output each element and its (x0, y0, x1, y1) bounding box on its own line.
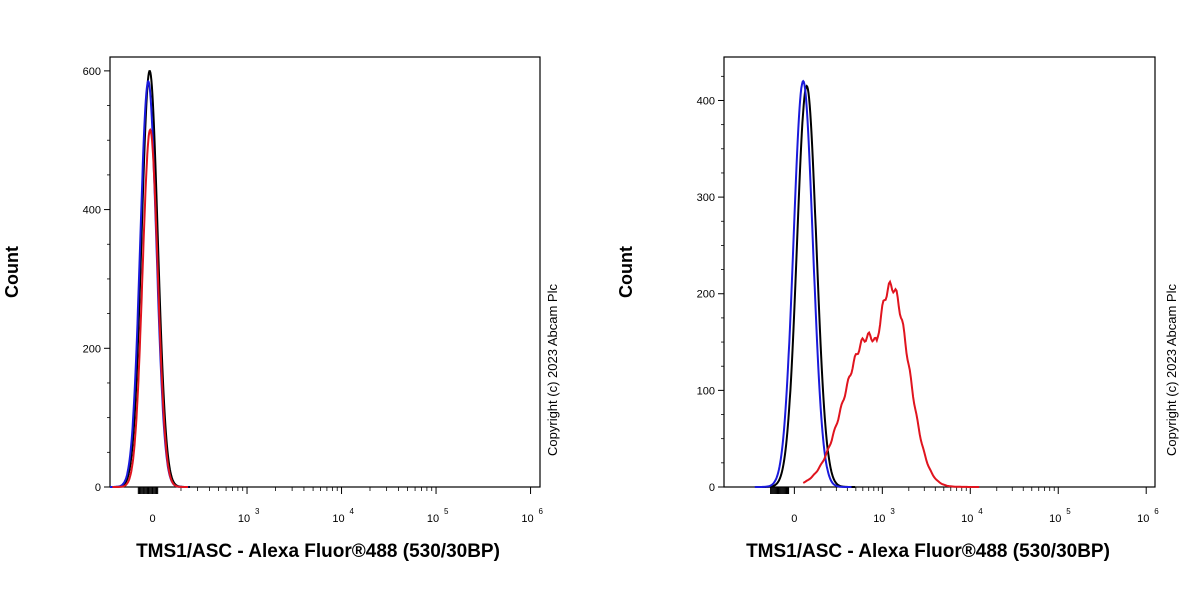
histogram-panel-1: 0 200 400 600 0 10 3 10 4 10 5 10 6 TMS1/ASC - Alexa … (2, 56, 560, 562)
x-tick-label: 10 (873, 513, 885, 525)
y-tick-label: 200 (697, 289, 715, 301)
x-tick-label: 0 (149, 513, 155, 525)
x-tick-label: 10 (1049, 513, 1061, 525)
x-tick-exponent: 5 (1066, 507, 1071, 516)
x-tick-label: 10 (521, 513, 533, 525)
copyright-text: Copyright (c) 2023 Abcam Plc (1164, 284, 1179, 456)
series-line-blue (754, 79, 852, 488)
x-axis-title: TMS1/ASC - Alexa Fluor®488 (530/30BP) (746, 541, 1110, 562)
series-line-red (802, 279, 980, 488)
x-tick-exponent: 3 (255, 507, 260, 516)
y-axis-title: Count (616, 246, 636, 298)
x-tick-exponent: 6 (539, 507, 544, 516)
x-axis-title: TMS1/ASC - Alexa Fluor®488 (530/30BP) (136, 541, 500, 562)
x-tick-label: 10 (238, 513, 250, 525)
x-tick-label: 10 (332, 513, 344, 525)
y-tick-label: 600 (83, 66, 101, 78)
y-tick-label: 0 (709, 482, 715, 494)
series-line-red (112, 127, 188, 488)
plot-frame (109, 56, 541, 488)
y-tick-label: 400 (83, 205, 101, 217)
y-tick-label: 400 (697, 95, 715, 107)
x-tick-label: 10 (427, 513, 439, 525)
x-tick-exponent: 3 (890, 507, 895, 516)
y-tick-label: 200 (83, 343, 101, 355)
histogram-panel-2: 0 100 200 300 400 0 10 3 10 4 10 5 10 6 TMS1/ASC - Ale… (616, 56, 1179, 562)
x-tick-exponent: 4 (350, 507, 355, 516)
x-tick-exponent: 4 (978, 507, 983, 516)
x-tick-label: 10 (1137, 513, 1149, 525)
x-tick-label: 10 (961, 513, 973, 525)
y-tick-label: 0 (95, 482, 101, 494)
copyright-text: Copyright (c) 2023 Abcam Plc (545, 284, 560, 456)
x-tick-exponent: 6 (1154, 507, 1159, 516)
plot-frame (723, 56, 1156, 488)
y-axis-title: Count (2, 246, 22, 298)
series-line-blue (110, 79, 189, 488)
x-tick-label: 0 (791, 513, 797, 525)
y-tick-label: 300 (697, 192, 715, 204)
x-tick-exponent: 5 (444, 507, 449, 516)
series-line-black (758, 84, 856, 488)
y-tick-label: 100 (697, 385, 715, 397)
